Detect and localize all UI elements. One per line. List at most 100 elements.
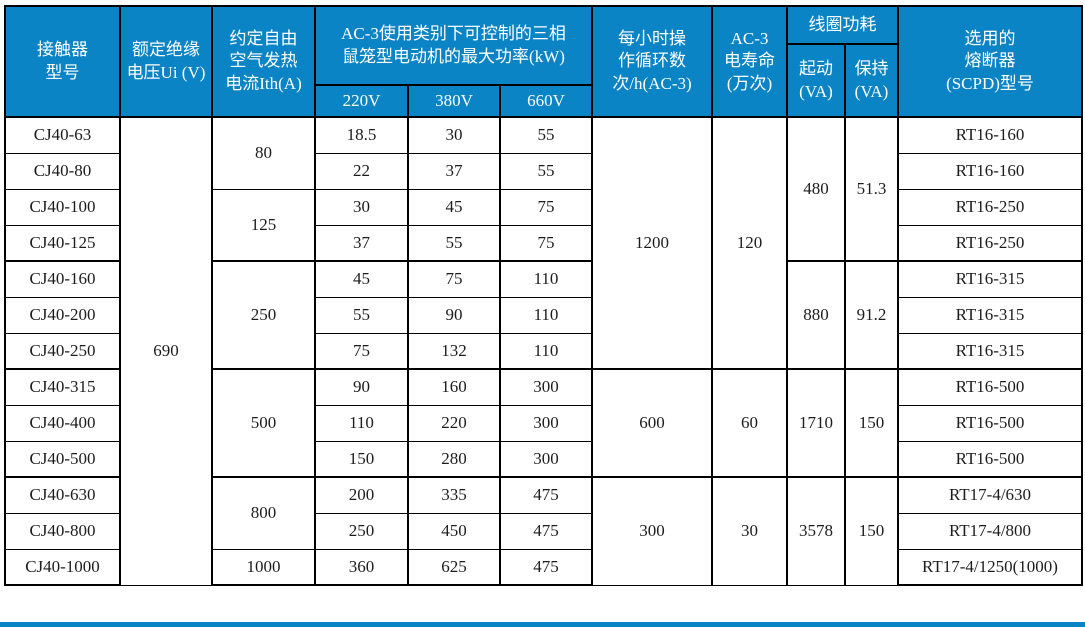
- cell-power-380v: 37: [407, 152, 501, 190]
- col-header-coil-hold: 保持 (VA): [844, 43, 899, 118]
- cell-insulation-voltage: 690: [119, 116, 213, 586]
- cell-fuse: RT17-4/800: [897, 512, 1083, 550]
- cell-coil-hold: 150: [844, 368, 899, 478]
- cell-fuse: RT16-500: [897, 368, 1083, 406]
- cell-power-660v: 75: [499, 188, 593, 226]
- table-row: CJ40-125 37 55 75 RT16-250: [4, 224, 1083, 262]
- cell-thermal-current: 1000: [211, 548, 316, 586]
- cell-fuse: RT16-500: [897, 440, 1083, 478]
- cell-model: CJ40-800: [4, 512, 121, 550]
- cell-coil-start: 880: [786, 260, 846, 370]
- col-header-insulation-voltage: 额定绝缘 电压Ui (V): [119, 5, 213, 118]
- cell-fuse: RT16-315: [897, 260, 1083, 298]
- cell-coil-hold: 51.3: [844, 116, 899, 262]
- cell-power-380v: 280: [407, 440, 501, 478]
- cell-power-220v: 360: [314, 548, 409, 586]
- table-body: CJ40-63 690 80 18.5 30 55 1200 120 480 5…: [4, 116, 1083, 586]
- cell-power-380v: 335: [407, 476, 501, 514]
- cell-model: CJ40-630: [4, 476, 121, 514]
- cell-power-220v: 75: [314, 332, 409, 370]
- cell-model: CJ40-200: [4, 296, 121, 334]
- cell-power-660v: 55: [499, 116, 593, 154]
- cell-power-660v: 300: [499, 368, 593, 406]
- cell-model: CJ40-160: [4, 260, 121, 298]
- table-row: CJ40-100 125 30 45 75 RT16-250: [4, 188, 1083, 262]
- cell-electrical-life: 60: [711, 368, 788, 478]
- cell-power-380v: 132: [407, 332, 501, 370]
- col-header-fuse: 选用的 熔断器 (SCPD)型号: [897, 5, 1083, 118]
- cell-power-380v: 30: [407, 116, 501, 154]
- cell-power-660v: 75: [499, 224, 593, 262]
- cell-fuse: RT16-160: [897, 116, 1083, 154]
- cell-thermal-current: 80: [211, 116, 316, 190]
- cell-coil-hold: 91.2: [844, 260, 899, 370]
- col-header-coil-start: 起动 (VA): [786, 43, 846, 118]
- cell-power-380v: 220: [407, 404, 501, 442]
- cell-power-380v: 45: [407, 188, 501, 226]
- cell-model: CJ40-100: [4, 188, 121, 226]
- cell-model: CJ40-1000: [4, 548, 121, 586]
- table-row: CJ40-630 800 200 335 475 300 30 3578 150…: [4, 476, 1083, 586]
- cell-power-660v: 300: [499, 404, 593, 442]
- cell-power-220v: 22: [314, 152, 409, 190]
- bottom-accent-bar: [0, 622, 1085, 627]
- cell-power-220v: 18.5: [314, 116, 409, 154]
- cell-power-220v: 150: [314, 440, 409, 478]
- cell-coil-hold: 150: [844, 476, 899, 586]
- table-row: CJ40-400 110 220 300 RT16-500: [4, 404, 1083, 442]
- cell-power-220v: 200: [314, 476, 409, 514]
- cell-cycles: 300: [591, 476, 713, 586]
- cell-power-220v: 90: [314, 368, 409, 406]
- col-header-220v: 220V: [314, 84, 409, 118]
- col-header-electrical-life: AC-3 电寿命 (万次): [711, 5, 788, 118]
- cell-model: CJ40-63: [4, 116, 121, 154]
- cell-coil-start: 3578: [786, 476, 846, 586]
- cell-fuse: RT16-250: [897, 188, 1083, 226]
- cell-electrical-life: 30: [711, 476, 788, 586]
- cell-power-380v: 90: [407, 296, 501, 334]
- cell-power-380v: 450: [407, 512, 501, 550]
- cell-model: CJ40-315: [4, 368, 121, 406]
- table-row: CJ40-63 690 80 18.5 30 55 1200 120 480 5…: [4, 116, 1083, 586]
- cell-power-660v: 110: [499, 260, 593, 298]
- cell-model: CJ40-80: [4, 152, 121, 190]
- cell-power-660v: 475: [499, 476, 593, 514]
- cell-fuse: RT16-500: [897, 404, 1083, 442]
- cell-power-660v: 300: [499, 440, 593, 478]
- table-row: CJ40-80 22 37 55 RT16-160: [4, 152, 1083, 190]
- cell-power-220v: 45: [314, 260, 409, 298]
- cell-power-220v: 30: [314, 188, 409, 226]
- table-row: CJ40-200 55 90 110 RT16-315: [4, 296, 1083, 334]
- contactor-spec-table: 接触器 型号 额定绝缘 电压Ui (V) 约定自由 空气发热 电流Ith(A) …: [4, 5, 1083, 586]
- cell-power-660v: 475: [499, 548, 593, 586]
- cell-fuse: RT17-4/630: [897, 476, 1083, 514]
- cell-thermal-current: 250: [211, 260, 316, 370]
- cell-power-380v: 75: [407, 260, 501, 298]
- table-row: CJ40-1000 1000 360 625 475 RT17-4/1250(1…: [4, 548, 1083, 586]
- cell-power-220v: 250: [314, 512, 409, 550]
- cell-power-660v: 110: [499, 296, 593, 334]
- table-row: CJ40-500 150 280 300 RT16-500: [4, 440, 1083, 478]
- cell-fuse: RT16-315: [897, 332, 1083, 370]
- cell-power-220v: 37: [314, 224, 409, 262]
- col-header-660v: 660V: [499, 84, 593, 118]
- cell-fuse: RT16-160: [897, 152, 1083, 190]
- col-header-max-power: AC-3使用类别下可控制的三相 鼠笼型电动机的最大功率(kW): [314, 5, 593, 86]
- cell-fuse: RT17-4/1250(1000): [897, 548, 1083, 586]
- table-row: CJ40-160 250 45 75 110 880 91.2 RT16-315: [4, 260, 1083, 370]
- cell-cycles: 600: [591, 368, 713, 478]
- cell-power-380v: 55: [407, 224, 501, 262]
- table-row: CJ40-800 250 450 475 RT17-4/800: [4, 512, 1083, 550]
- cell-fuse: RT16-315: [897, 296, 1083, 334]
- cell-cycles: 1200: [591, 116, 713, 370]
- cell-model: CJ40-500: [4, 440, 121, 478]
- col-header-cycles: 每小时操 作循环数 次/h(AC-3): [591, 5, 713, 118]
- cell-electrical-life: 120: [711, 116, 788, 370]
- cell-fuse: RT16-250: [897, 224, 1083, 262]
- cell-model: CJ40-400: [4, 404, 121, 442]
- cell-coil-start: 480: [786, 116, 846, 262]
- cell-power-660v: 475: [499, 512, 593, 550]
- cell-power-380v: 160: [407, 368, 501, 406]
- cell-power-660v: 55: [499, 152, 593, 190]
- table-header: 接触器 型号 额定绝缘 电压Ui (V) 约定自由 空气发热 电流Ith(A) …: [4, 5, 1083, 118]
